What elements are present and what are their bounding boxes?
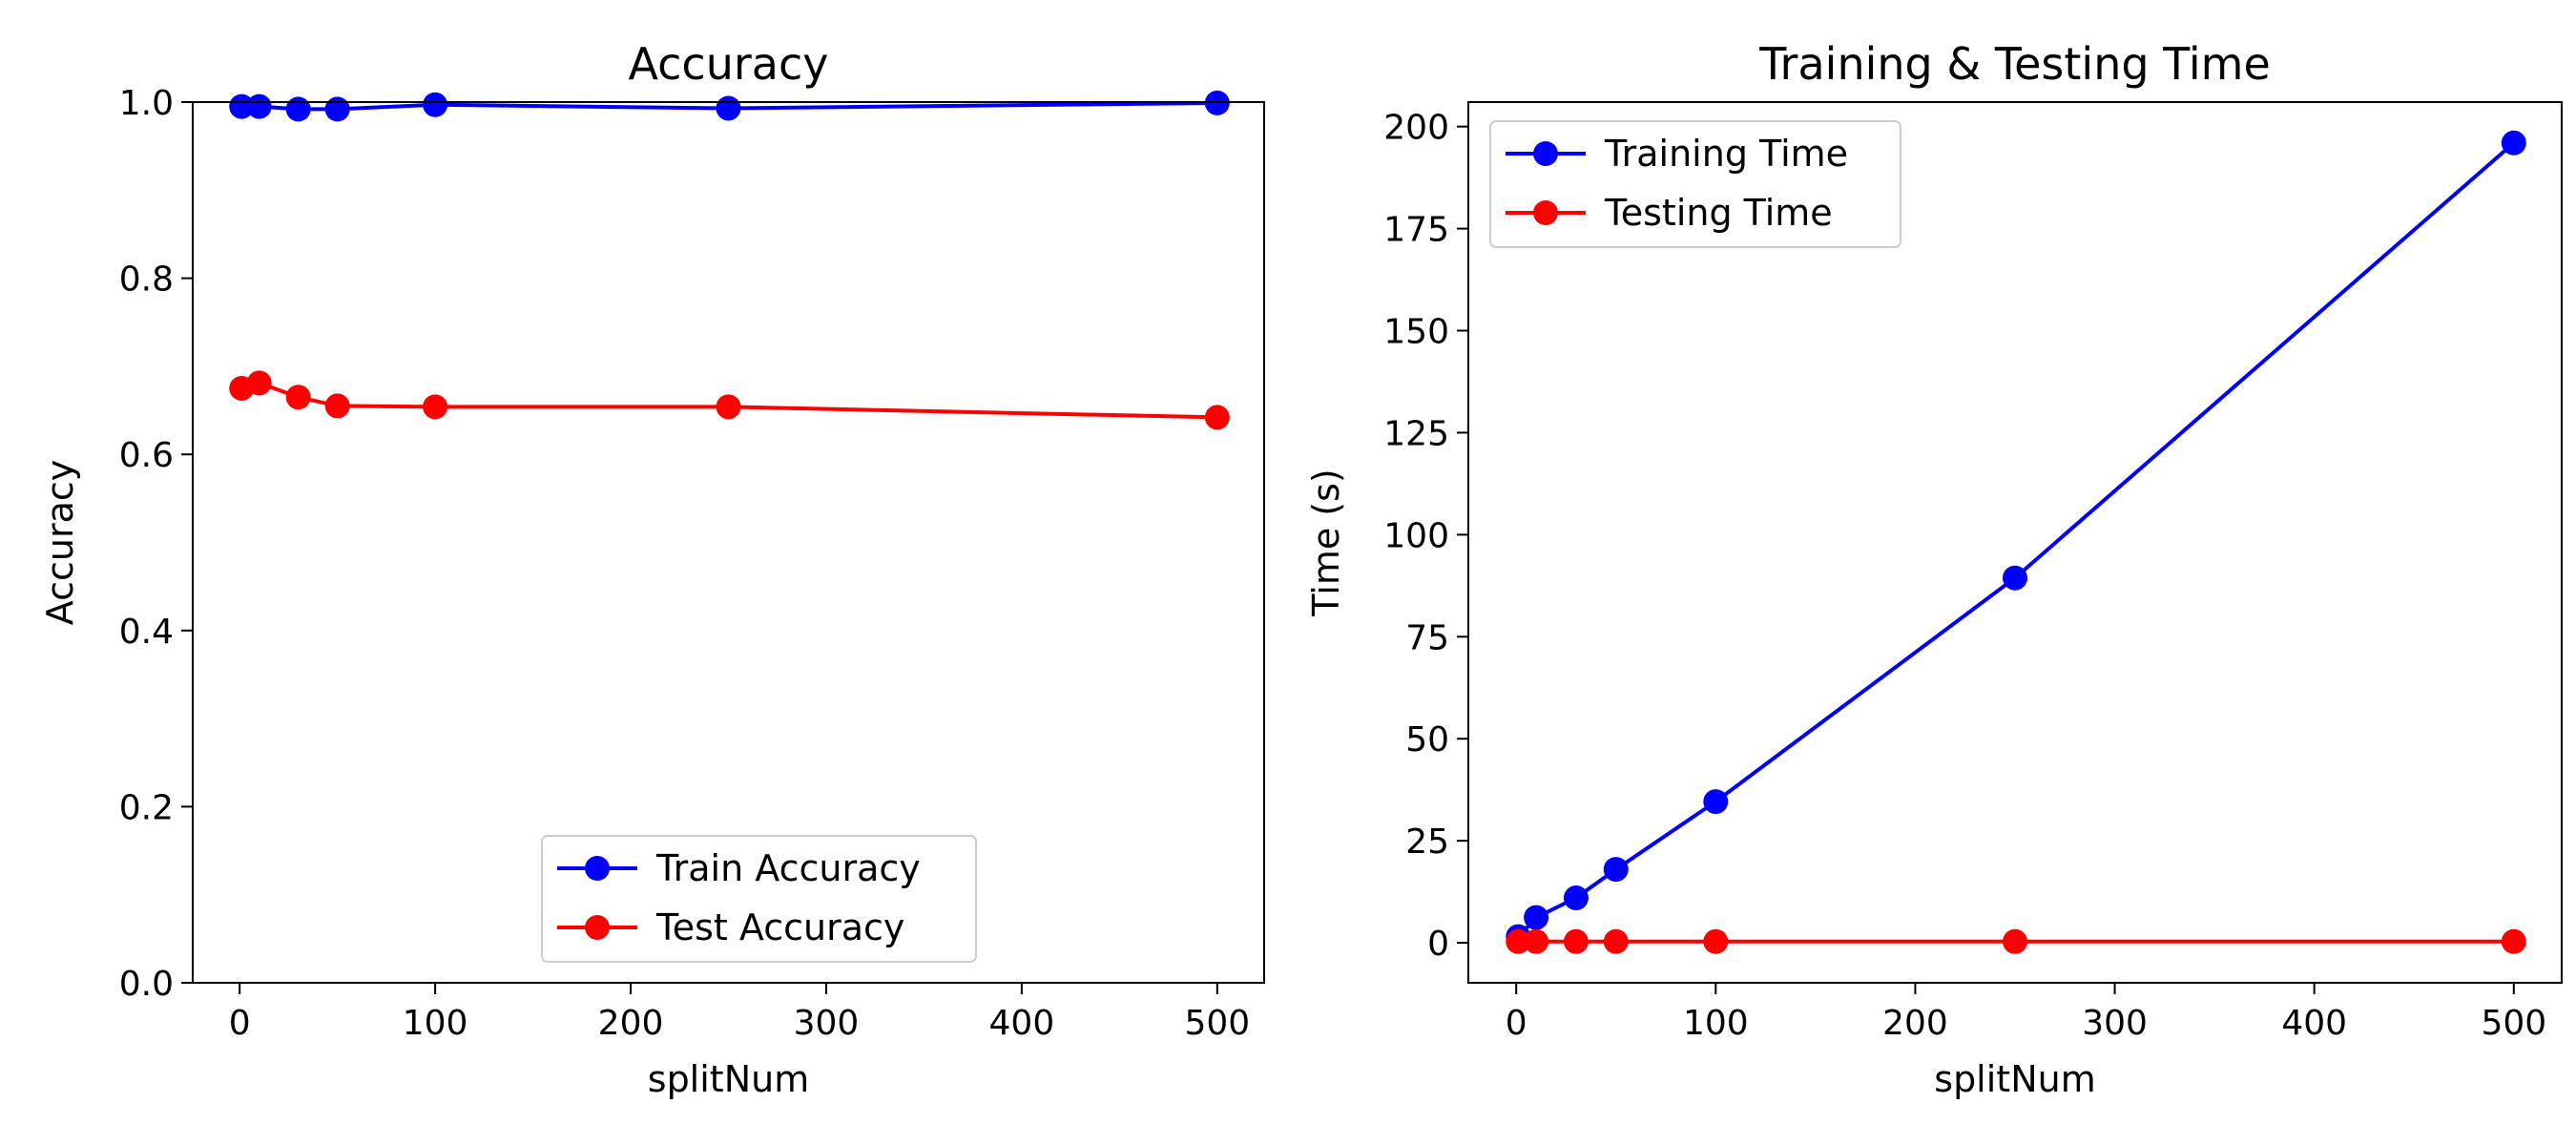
y-tick-label: 200 [1383, 109, 1449, 148]
chart-title: Accuracy [628, 38, 828, 90]
legend-marker [1533, 200, 1558, 225]
series-test-accuracy [229, 370, 1230, 430]
series-line [1516, 141, 2516, 939]
data-point [716, 394, 741, 420]
x-tick-label: 100 [403, 1004, 468, 1043]
y-axis-label: Time (s) [1305, 468, 1347, 617]
legend: Train Accuracy Test Accuracy [541, 835, 977, 963]
data-point [1603, 928, 1629, 954]
chart-title: Training & Testing Time [1758, 38, 2271, 90]
data-point [1563, 885, 1589, 911]
data-point [2501, 928, 2526, 954]
data-point [246, 94, 272, 119]
x-tick-label: 0 [1506, 1004, 1527, 1043]
legend-marker [585, 915, 610, 940]
data-point [1524, 928, 1549, 954]
legend-label: Test Accuracy [655, 906, 904, 948]
data-point [1703, 789, 1729, 815]
y-tick-label: 1.0 [119, 84, 174, 123]
legend-marker [585, 856, 610, 881]
x-tick-label: 200 [598, 1004, 664, 1043]
legend-box [541, 835, 977, 963]
y-tick-label: 0.6 [119, 436, 174, 475]
data-point [716, 95, 741, 121]
chart-1: Accuracy 0 100 200 300 400 500 0.0 0.2 0.4 0.6 0.8 1… [39, 38, 1265, 1100]
y-tick-label: 125 [1383, 414, 1449, 453]
y-tick-label: 150 [1383, 313, 1449, 352]
x-tick-label: 300 [794, 1004, 860, 1043]
legend: Training Time Testing Time [1489, 120, 1901, 248]
legend-box [1489, 120, 1901, 248]
series-train-accuracy [229, 90, 1230, 122]
legend-label: Testing Time [1604, 192, 1833, 234]
y-tick-label: 0.2 [119, 788, 174, 827]
plot-area-frame [192, 101, 1265, 984]
legend-label: Training Time [1604, 133, 1848, 175]
data-point [2003, 565, 2027, 591]
y-tick-label: 50 [1405, 720, 1449, 760]
data-point [285, 96, 311, 122]
chart-2: Training & Testing Time 0 100 200 300 400 500 0… [1305, 38, 2563, 1100]
y-tick-label: 0.4 [119, 613, 174, 652]
x-tick-label: 400 [989, 1004, 1055, 1043]
data-point [423, 394, 448, 420]
y-axis-label: Accuracy [39, 460, 81, 626]
series-training-time [1506, 130, 2526, 949]
plot-area-frame [1467, 101, 2563, 984]
x-axis-label: splitNum [648, 1058, 809, 1100]
data-point [324, 393, 350, 419]
legend-label: Train Accuracy [655, 847, 921, 889]
y-tick-label: 25 [1405, 822, 1449, 862]
x-tick-label: 0 [229, 1004, 251, 1043]
x-tick-label: 500 [2481, 1004, 2546, 1043]
data-point [229, 94, 255, 119]
x-tick-label: 100 [1683, 1004, 1749, 1043]
data-point [1204, 405, 1230, 430]
y-tick-label: 0.0 [119, 965, 174, 1004]
y-tick-label: 75 [1405, 618, 1449, 657]
data-point [1563, 928, 1589, 954]
data-point [2501, 130, 2526, 156]
y-tick-label: 0.8 [119, 260, 174, 300]
series-testing-time [1506, 928, 2526, 954]
x-tick-label: 400 [2281, 1004, 2347, 1043]
data-point [2003, 928, 2027, 954]
y-tick-label: 0 [1427, 925, 1449, 964]
data-point [1524, 905, 1549, 930]
y-tick-label: 175 [1383, 211, 1449, 250]
data-point [1506, 928, 1531, 954]
x-tick-label: 200 [1882, 1004, 1948, 1043]
data-point [285, 385, 311, 410]
x-tick-label: 300 [2082, 1004, 2148, 1043]
legend-marker [1533, 141, 1558, 166]
data-point [324, 96, 350, 122]
x-tick-label: 500 [1184, 1004, 1250, 1043]
data-point [1603, 857, 1629, 883]
x-axis-label: splitNum [1934, 1058, 2095, 1100]
data-point [1703, 928, 1729, 954]
data-point [423, 92, 448, 117]
data-point [246, 370, 272, 396]
y-tick-label: 100 [1383, 516, 1449, 555]
